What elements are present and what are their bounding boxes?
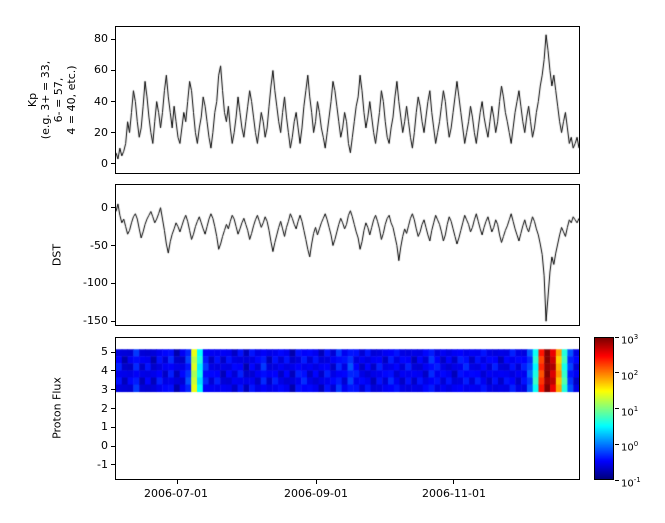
colorbar-tick [615,336,619,338]
x-tick [453,479,455,484]
colorbar-tick-exponent: -1 [633,476,641,484]
y-tick [111,163,115,165]
y-tick [111,389,115,391]
kp-line-plot [116,27,579,173]
y-tick [111,69,115,71]
kp-axis-label-line2: (e.g. 3+ = 33, [39,60,52,140]
x-tick [176,479,178,484]
colorbar-tick-exponent: 0 [633,440,639,449]
kp-axis-label-line3: 6- = 57, [52,77,65,123]
dst-line-plot [116,185,579,325]
y-tick [111,245,115,247]
y-tick-label: 0 [101,439,108,453]
colorbar-tick-exponent: 3 [633,333,639,341]
x-tick-label-nov: 2006-11-01 [422,487,486,500]
colorbar-tick [615,443,619,445]
y-tick-label: 80 [94,32,108,46]
y-tick-label: 0 [101,200,108,214]
y-tick [111,351,115,353]
kp-panel: 0 20 40 60 80 [94,26,580,174]
kp-axis-label-line1: Kp [26,92,39,108]
colorbar-tick-label: 103 [621,333,639,347]
y-tick [111,207,115,209]
y-tick [111,370,115,372]
y-tick [111,320,115,322]
y-tick-label: 3 [101,382,108,396]
y-tick-label: 0 [101,156,108,170]
proton-flux-spectrogram [116,338,579,479]
y-tick [111,426,115,428]
y-tick-label: -100 [83,276,108,290]
y-tick [111,408,115,409]
colorbar [594,337,614,480]
x-tick-label-jul: 2006-07-01 [144,487,208,500]
y-tick [111,132,115,134]
x-tick-label-sep: 2006-09-01 [284,487,348,500]
y-tick-label: 1 [101,420,108,434]
dst-panel: 0 -50 -100 -150 [83,184,580,327]
colorbar-tick [615,372,619,374]
y-tick [111,445,115,447]
colorbar-tick-label: 100 [621,440,639,454]
colorbar-tick-label: 101 [621,404,639,418]
colorbar-tick [615,408,619,409]
proton-flux-axis-label: Proton Flux [50,377,64,439]
y-tick-label: 40 [94,94,108,108]
dst-axis-label: DST [50,243,64,267]
colorbar-tick-exponent: 2 [633,368,639,377]
colorbar-tick-exponent: 1 [633,404,639,413]
y-tick-label: -1 [97,457,108,471]
y-tick-label: 2 [101,401,108,415]
proton-flux-panel: 5 4 3 2 1 0 -1 [97,337,580,484]
y-tick-label: 60 [94,63,108,77]
y-tick-label: 5 [101,345,108,359]
y-tick-label: -150 [83,314,108,328]
y-tick-label: -50 [90,238,108,252]
y-tick-label: 4 [101,363,108,377]
colorbar-tick-label: 10-1 [621,476,641,490]
colorbar-gradient [595,338,613,479]
y-tick [111,464,115,466]
x-tick [316,479,318,484]
y-tick [111,101,115,103]
y-tick [111,282,115,284]
colorbar-tick [615,479,619,481]
y-tick-label: 20 [94,125,108,139]
y-tick [111,38,115,40]
colorbar-tick-label: 102 [621,368,639,383]
